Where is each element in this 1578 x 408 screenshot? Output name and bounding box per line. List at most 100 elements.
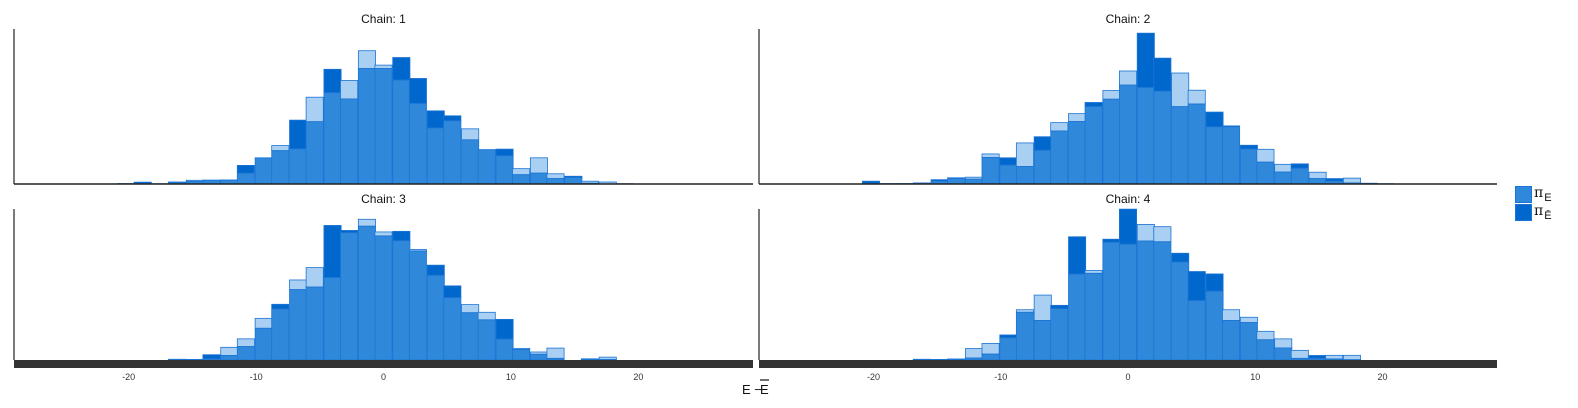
histogram-bar	[1084, 272, 1103, 361]
histogram-bar-top	[477, 311, 496, 321]
histogram-bar	[1153, 241, 1172, 361]
histogram-bar-top	[443, 285, 462, 299]
histogram-bar-top	[1342, 177, 1361, 184]
x-axis-label: E −	[742, 382, 762, 397]
histogram-bar-top	[323, 225, 342, 278]
histogram-bar	[529, 172, 548, 185]
histogram-bar-top	[1136, 224, 1155, 242]
histogram-bar	[1136, 240, 1155, 361]
histogram-bar-top	[443, 115, 462, 122]
histogram-bar	[236, 172, 255, 185]
histogram-bar	[357, 68, 376, 185]
histogram-bar	[1015, 311, 1034, 361]
histogram-bar	[408, 250, 427, 361]
histogram-bar-top	[1308, 171, 1327, 179]
x-tick-label: 0	[1125, 372, 1130, 382]
histogram-bar-top	[1033, 136, 1052, 151]
x-axis-band	[759, 360, 1497, 368]
histogram-bar-top	[1205, 273, 1224, 292]
histogram-bar-top	[1084, 102, 1103, 107]
histogram-bar	[1033, 149, 1052, 185]
panel-title: Chain: 1	[361, 12, 406, 26]
histogram-bar-top	[254, 317, 273, 329]
histogram-bar-top	[1239, 144, 1258, 150]
histogram-bar	[1102, 98, 1121, 185]
histogram-bar	[392, 240, 411, 361]
histogram-bar	[254, 157, 273, 185]
histogram-bar-top	[546, 173, 565, 179]
histogram-bar-top	[1136, 32, 1155, 88]
histogram-bar	[236, 346, 255, 361]
histogram-bar	[512, 174, 531, 185]
histogram-bar-top	[289, 279, 308, 291]
histogram-bar-top	[374, 231, 393, 237]
x-tick-label: -10	[250, 372, 263, 382]
histogram-bar-top	[426, 110, 445, 129]
histogram-bar-top	[1153, 57, 1172, 92]
histogram-bar	[323, 92, 342, 185]
histogram-bar	[305, 286, 324, 361]
histogram-bar	[289, 289, 308, 361]
histogram-bar	[1068, 121, 1087, 185]
histogram-bar-top	[236, 164, 255, 174]
histogram-bar	[271, 308, 290, 361]
histogram-bar-top	[1119, 70, 1137, 86]
histogram-bar	[1171, 106, 1190, 185]
histogram-bar	[323, 277, 342, 361]
histogram-bar-top	[1068, 113, 1087, 122]
histogram-bar-top	[374, 64, 393, 69]
histogram-bar-top	[323, 68, 342, 93]
histogram-bar-top	[271, 303, 290, 310]
histogram-bar	[512, 349, 531, 361]
x-tick-label: -20	[867, 372, 880, 382]
histogram-bar-top	[512, 168, 531, 176]
chain-panel-3: Chain: 3 -20 -10 0 10 20	[13, 192, 753, 382]
x-tick-label: 0	[381, 372, 386, 382]
histogram-bar	[461, 312, 480, 361]
histogram-bar	[254, 327, 273, 361]
histogram-bar	[1256, 161, 1275, 185]
histogram-bar-top	[392, 230, 411, 242]
histogram-bar	[443, 297, 462, 361]
histogram-bar-top	[1274, 163, 1293, 173]
histogram-bar-top	[1050, 304, 1069, 310]
histogram-bar	[392, 79, 411, 185]
histogram-bar	[1222, 320, 1241, 361]
histogram-bar	[340, 98, 359, 185]
x-axis-label-overline-part: E	[760, 382, 769, 397]
histogram-bar-top	[1033, 294, 1052, 321]
histogram-bar	[408, 103, 427, 185]
histogram-bar	[1205, 290, 1224, 361]
histogram-bar-top	[220, 346, 239, 356]
histogram-bar	[477, 319, 496, 361]
histogram-bar-top	[981, 153, 1000, 158]
histogram-bar	[981, 353, 1000, 361]
histogram-bar	[546, 357, 565, 361]
histogram-bar	[529, 353, 548, 361]
legend-item-pi-ebar: πĒ	[1515, 203, 1575, 222]
histogram-bar-top	[461, 304, 480, 314]
legend-subscript: E	[1544, 192, 1552, 204]
histogram-bar-top	[1256, 330, 1275, 341]
histogram-bar	[1205, 126, 1224, 185]
histogram-bar	[426, 127, 445, 185]
histogram-bar	[357, 225, 376, 361]
histogram-bar	[1239, 322, 1258, 361]
histogram-bar-top	[461, 128, 480, 141]
histogram-bar-top	[305, 267, 324, 288]
histogram-bar-top	[1274, 338, 1293, 349]
histogram-bar-top	[1342, 354, 1361, 361]
histogram-bar	[374, 68, 393, 185]
histogram-bar-top	[1102, 238, 1121, 243]
histogram-bar-top	[271, 145, 290, 152]
histogram-bar	[546, 178, 565, 185]
legend-symbol: π	[1534, 185, 1544, 201]
histogram-bar	[1119, 84, 1137, 185]
histogram-bar	[947, 178, 966, 185]
histogram-bar-top	[357, 50, 376, 69]
histogram-bar-top	[1256, 148, 1275, 163]
histogram-bar	[1308, 357, 1327, 361]
histogram-bar	[1119, 243, 1137, 361]
histogram-bar	[1274, 347, 1293, 361]
